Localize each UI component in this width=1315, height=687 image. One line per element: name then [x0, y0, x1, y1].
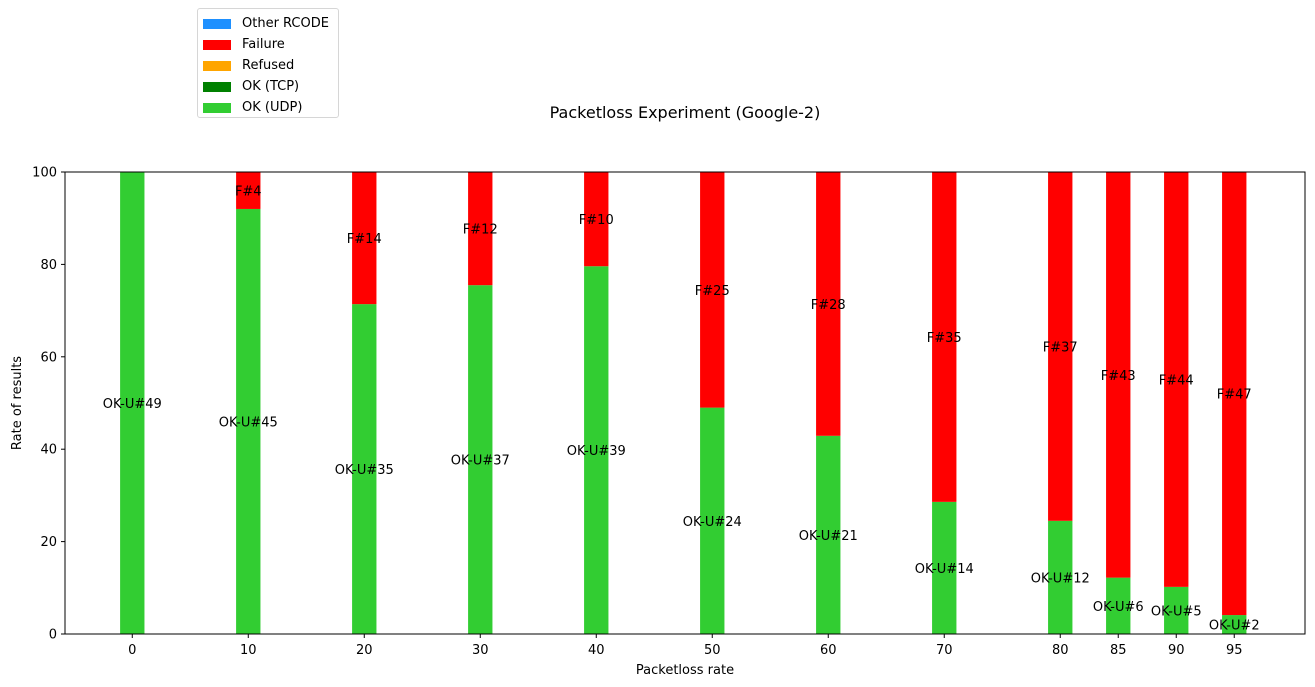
bar-label: OK-U#45 — [219, 415, 278, 430]
bar-failure-60 — [816, 172, 841, 436]
legend: Other RCODE Failure Refused OK (TCP) OK (UDP… — [197, 8, 339, 118]
bar-failure-30 — [468, 172, 493, 286]
bar-ok-udp--20 — [352, 304, 377, 634]
legend-swatch — [203, 102, 231, 113]
legend-item: OK (UDP) — [203, 97, 338, 118]
legend-label: Other RCODE — [242, 16, 329, 31]
y-tick-label: 80 — [40, 258, 57, 273]
y-tick-label: 20 — [40, 535, 57, 550]
bar-label: OK-U#14 — [915, 562, 974, 577]
x-tick-label: 10 — [240, 643, 257, 658]
x-tick-label: 85 — [1110, 643, 1127, 658]
bar-label: OK-U#5 — [1151, 604, 1202, 619]
bar-ok-udp--60 — [816, 435, 841, 634]
bar-label: OK-U#39 — [567, 444, 626, 459]
x-tick-label: 20 — [356, 643, 373, 658]
bars — [120, 172, 1247, 634]
chart-title: Packetloss Experiment (Google-2) — [550, 103, 821, 122]
plot-frame — [64, 171, 1306, 635]
bar-label: OK-U#37 — [451, 454, 510, 469]
bar-label: F#14 — [347, 232, 382, 247]
legend-label: Refused — [242, 58, 295, 73]
bar-labels: OK-U#49 OK-U#45 OK-U#35 OK-U#37 OK-U#39 OK-U#… — [103, 184, 1260, 633]
bar-label: F#35 — [927, 331, 962, 346]
legend-item: Other RCODE — [203, 13, 338, 34]
bar-label: F#25 — [695, 284, 730, 299]
legend-swatch — [203, 18, 231, 29]
bar-label: F#4 — [235, 184, 262, 199]
bar-failure-20 — [352, 172, 377, 305]
bar-failure-95 — [1222, 172, 1247, 616]
legend-item: Failure — [203, 34, 338, 55]
legend-swatch — [203, 81, 231, 92]
y-tick-label: 40 — [40, 443, 57, 458]
y-tick-label: 100 — [32, 166, 57, 181]
bar-label: OK-U#21 — [799, 529, 858, 544]
bar-ok-udp--95 — [1222, 615, 1247, 634]
bar-failure-50 — [700, 172, 725, 408]
bar-label: OK-U#2 — [1209, 619, 1260, 634]
legend-swatch — [203, 39, 231, 50]
x-tick-label: 60 — [820, 643, 837, 658]
x-tick-label: 90 — [1168, 643, 1185, 658]
bar-label: F#28 — [811, 298, 846, 313]
y-axis-label: Rate of results — [10, 356, 25, 450]
bar-label: F#37 — [1043, 340, 1078, 355]
bar-failure-80 — [1048, 172, 1073, 521]
x-axis-label: Packetloss rate — [636, 663, 734, 678]
legend-swatch — [203, 60, 231, 71]
bar-label: F#10 — [579, 213, 614, 228]
bar-label: OK-U#35 — [335, 463, 394, 478]
bar-label: OK-U#24 — [683, 515, 742, 530]
legend-item: OK (TCP) — [203, 76, 338, 97]
bar-failure-40 — [584, 172, 609, 267]
x-tick-label: 80 — [1052, 643, 1069, 658]
bar-label: OK-U#49 — [103, 397, 162, 412]
bar-ok-udp--70 — [932, 501, 957, 634]
bar-ok-udp--0 — [120, 172, 145, 634]
x-tick-label: 0 — [128, 643, 136, 658]
bar-failure-70 — [932, 172, 957, 502]
bar-failure-90 — [1164, 172, 1189, 587]
bar-label: OK-U#6 — [1093, 600, 1144, 615]
bar-failure-85 — [1106, 172, 1131, 578]
bar-ok-udp--85 — [1106, 577, 1131, 634]
y-axis: 0 20 40 60 80 100 — [32, 166, 65, 643]
bar-label: F#43 — [1101, 369, 1136, 384]
x-tick-label: 40 — [588, 643, 605, 658]
y-tick-label: 60 — [40, 350, 57, 365]
bar-ok-udp--80 — [1048, 520, 1073, 634]
legend-item: Refused — [203, 55, 338, 76]
legend-label: OK (TCP) — [242, 79, 300, 94]
y-tick-label: 0 — [49, 628, 57, 643]
x-axis: 0 10 20 30 40 50 60 70 80 85 90 95 — [128, 634, 1243, 658]
bar-ok-udp--50 — [700, 407, 725, 634]
bar-ok-udp--10 — [236, 208, 261, 634]
bar-label: OK-U#12 — [1031, 571, 1090, 586]
x-tick-label: 50 — [704, 643, 721, 658]
legend-label: Failure — [242, 37, 285, 52]
bar-label: F#12 — [463, 223, 498, 238]
bar-label: F#44 — [1159, 373, 1194, 388]
bar-label: F#47 — [1217, 388, 1252, 403]
x-tick-label: 30 — [472, 643, 489, 658]
bar-ok-udp--30 — [468, 285, 493, 634]
bar-ok-udp--90 — [1164, 586, 1189, 634]
bar-failure-10 — [236, 172, 261, 209]
legend-label: OK (UDP) — [242, 100, 303, 115]
x-tick-label: 95 — [1226, 643, 1243, 658]
x-tick-label: 70 — [936, 643, 953, 658]
bar-ok-udp--40 — [584, 266, 609, 634]
